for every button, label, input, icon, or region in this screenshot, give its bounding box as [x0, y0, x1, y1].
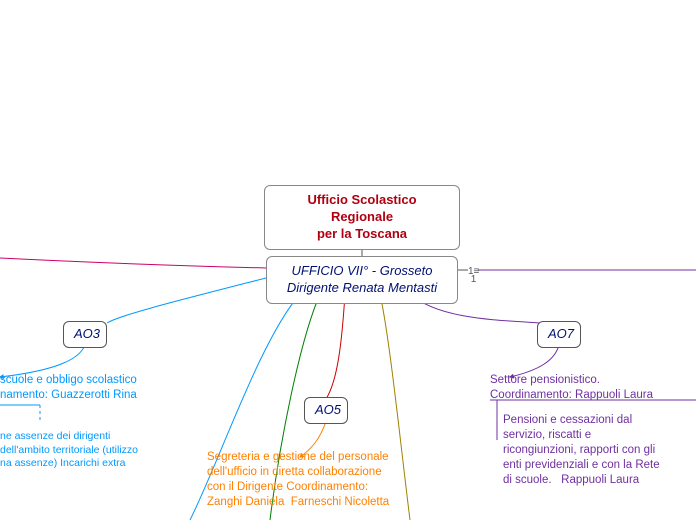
sub-line2: Dirigente Renata Mentasti	[287, 280, 437, 295]
branch-ao7-pensioni: Pensioni e cessazioni dalservizio, risca…	[503, 413, 696, 488]
root-node[interactable]: Ufficio Scolastico Regionale per la Tosc…	[264, 185, 460, 250]
root-line1: Ufficio Scolastico Regionale	[307, 192, 416, 224]
sub-node[interactable]: UFFICIO VII° - Grosseto Dirigente Renata…	[266, 256, 458, 304]
sub-line1: UFFICIO VII° - Grosseto	[292, 263, 433, 278]
branch-ao3-assenze: ne assenze dei dirigentidell'ambito terr…	[0, 430, 178, 471]
numbered-list-icon[interactable]: 1≡ 1	[468, 268, 479, 284]
root-line2: per la Toscana	[317, 226, 407, 241]
node-ao7[interactable]: AO7	[537, 321, 581, 348]
node-ao3[interactable]: AO3	[63, 321, 107, 348]
branch-ao5-segreteria: Segreteria e gestione del personaledell'…	[207, 450, 447, 510]
branch-ao7-settore: Settore pensionistico.Coordinamento: Rap…	[490, 373, 696, 403]
branch-ao3-scuole: scuole e obbligo scolasticonamento: Guaz…	[0, 373, 180, 403]
node-ao5[interactable]: AO5	[304, 397, 348, 424]
